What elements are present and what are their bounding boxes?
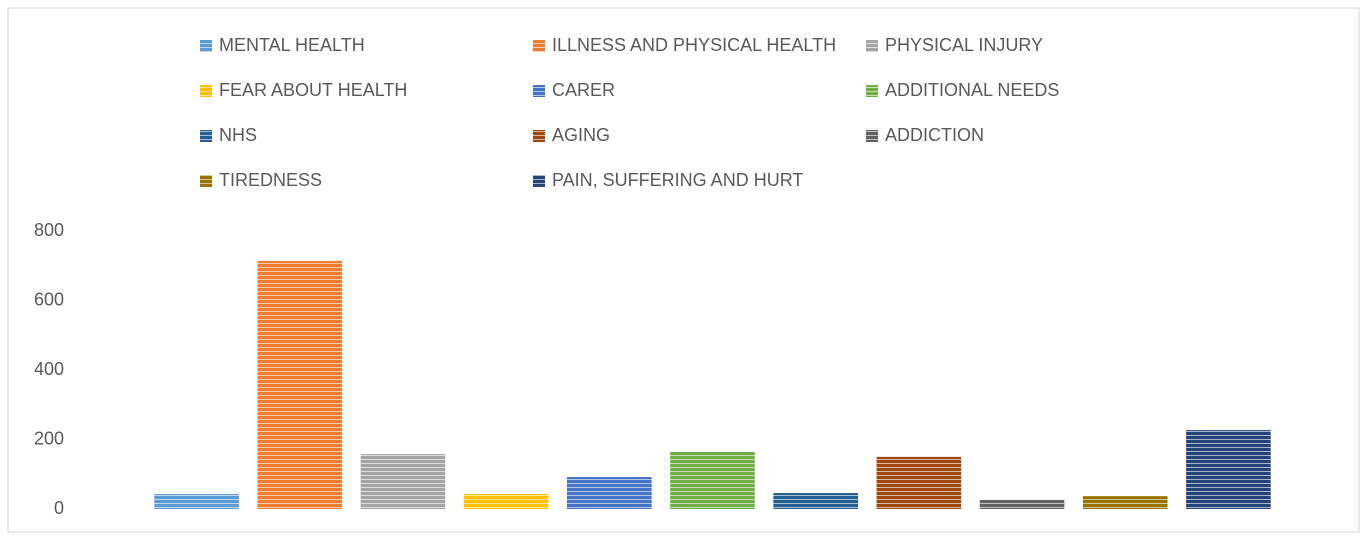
legend-label: ADDITIONAL NEEDS: [885, 80, 1059, 100]
legend-swatch: [200, 40, 212, 52]
legend-swatch: [200, 130, 212, 142]
bar: [154, 494, 239, 509]
legend-label: PHYSICAL INJURY: [885, 35, 1043, 55]
bar: [1186, 430, 1271, 509]
legend-swatch: [866, 85, 878, 97]
bar: [567, 477, 652, 509]
legend-swatch: [533, 40, 545, 52]
legend-swatch: [866, 130, 878, 142]
bar: [773, 493, 858, 509]
legend-label: ADDICTION: [885, 125, 984, 145]
legend-label: NHS: [219, 125, 257, 145]
bar: [360, 454, 446, 509]
legend-label: PAIN, SUFFERING AND HURT: [552, 170, 803, 190]
legend-label: CARER: [552, 80, 615, 100]
bar: [1082, 496, 1168, 509]
chart-border: [7, 7, 1360, 533]
legend-label: ILLNESS AND PHYSICAL HEALTH: [552, 35, 836, 55]
legend-swatch: [200, 175, 212, 187]
y-tick-label: 200: [34, 428, 64, 448]
y-tick-label: 600: [34, 289, 64, 309]
bar: [670, 452, 755, 509]
legend-swatch: [533, 175, 545, 187]
y-tick-label: 0: [54, 498, 64, 518]
bar: [257, 260, 343, 509]
legend-swatch: [866, 40, 878, 52]
legend-label: AGING: [552, 125, 610, 145]
y-tick-label: 400: [34, 359, 64, 379]
bar: [979, 499, 1065, 509]
legend-label: MENTAL HEALTH: [219, 35, 365, 55]
legend-label: FEAR ABOUT HEALTH: [219, 80, 407, 100]
legend-label: TIREDNESS: [219, 170, 322, 190]
bar: [876, 456, 962, 509]
bar: [463, 494, 549, 509]
legend-swatch: [200, 85, 212, 97]
legend-swatch: [533, 85, 545, 97]
legend-swatch: [533, 130, 545, 142]
y-tick-label: 800: [34, 220, 64, 240]
